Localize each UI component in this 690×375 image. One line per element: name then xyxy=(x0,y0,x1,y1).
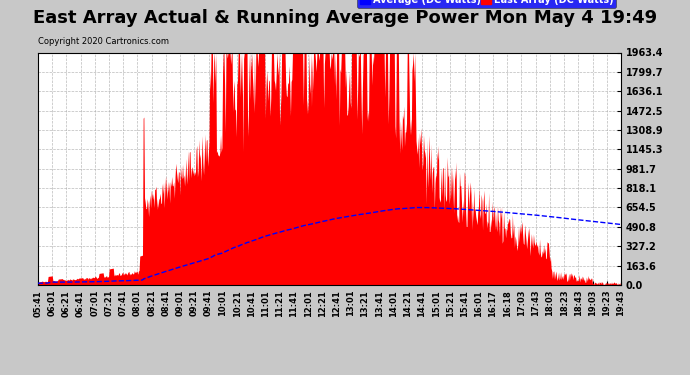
Legend: Average (DC Watts), East Array (DC Watts): Average (DC Watts), East Array (DC Watts… xyxy=(357,0,616,8)
Text: Copyright 2020 Cartronics.com: Copyright 2020 Cartronics.com xyxy=(38,38,169,46)
Text: East Array Actual & Running Average Power Mon May 4 19:49: East Array Actual & Running Average Powe… xyxy=(33,9,657,27)
